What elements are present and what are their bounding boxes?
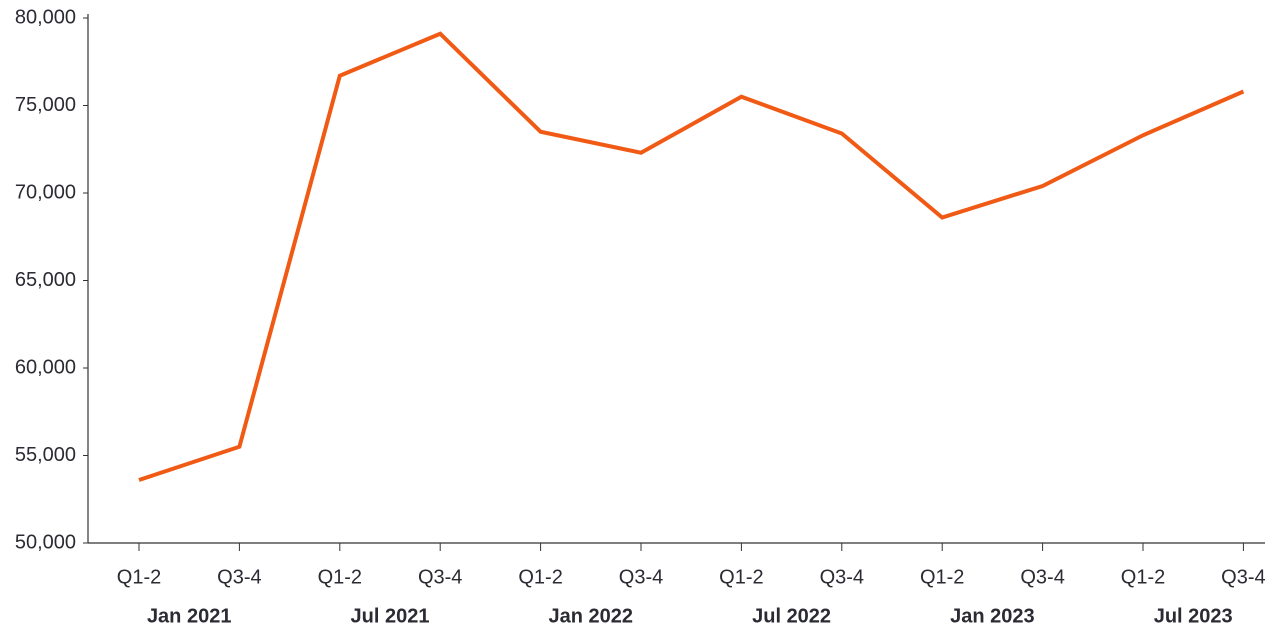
x-tick-label: Q1-2 [117, 566, 161, 588]
y-tick-label: 60,000 [15, 356, 76, 378]
x-group-label: Jan 2023 [950, 605, 1035, 627]
y-tick-label: 55,000 [15, 444, 76, 466]
x-tick-label: Q3-4 [619, 566, 663, 588]
x-tick-label: Q3-4 [1221, 566, 1265, 588]
x-group-label: Jan 2021 [147, 605, 232, 627]
x-group-label: Jan 2022 [549, 605, 634, 627]
y-tick-label: 70,000 [15, 181, 76, 203]
x-group-label: Jul 2022 [752, 605, 831, 627]
y-tick-label: 50,000 [15, 531, 76, 553]
y-tick-label: 75,000 [15, 94, 76, 116]
x-tick-label: Q1-2 [1121, 566, 1165, 588]
x-tick-label: Q3-4 [418, 566, 462, 588]
line-series [138, 31, 1245, 482]
x-tick-label: Q3-4 [1020, 566, 1064, 588]
x-group-label: Jul 2023 [1154, 605, 1233, 627]
y-tick-label: 80,000 [15, 6, 76, 28]
x-group-label: Jul 2021 [351, 605, 430, 627]
x-tick-label: Q3-4 [820, 566, 864, 588]
x-tick-label: Q1-2 [518, 566, 562, 588]
x-tick-label: Q1-2 [719, 566, 763, 588]
x-tick-label: Q1-2 [920, 566, 964, 588]
x-tick-label: Q3-4 [217, 566, 261, 588]
y-tick-label: 65,000 [15, 269, 76, 291]
x-tick-label: Q1-2 [318, 566, 362, 588]
